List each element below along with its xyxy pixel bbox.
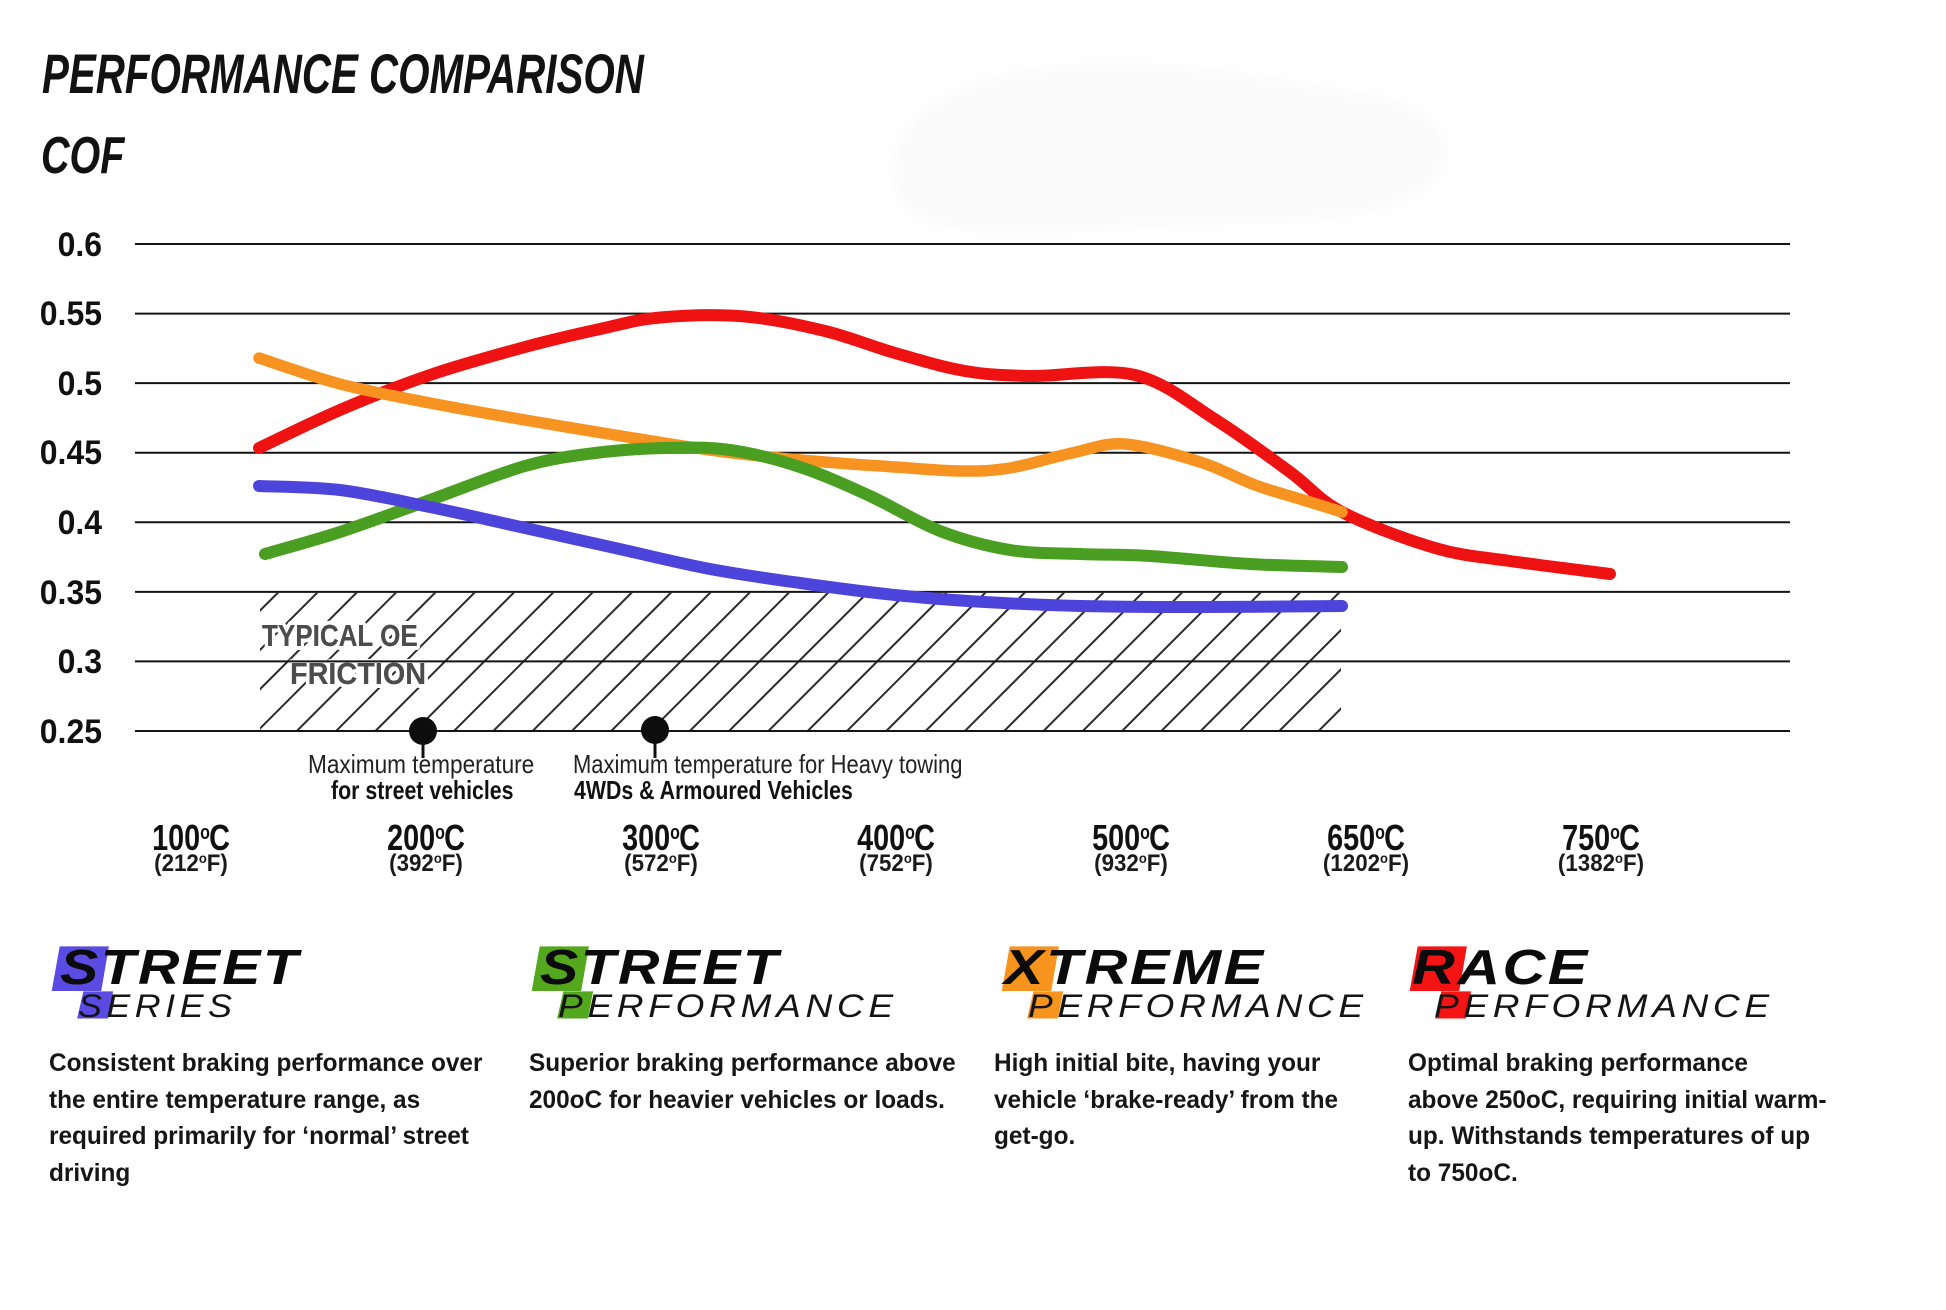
- svg-text:TYPICAL OE: TYPICAL OE: [262, 619, 418, 654]
- svg-text:TYPICAL OE: TYPICAL OE: [262, 619, 418, 654]
- svg-text:FRICTION: FRICTION: [290, 657, 426, 691]
- svg-text:FRICTION: FRICTION: [290, 657, 426, 691]
